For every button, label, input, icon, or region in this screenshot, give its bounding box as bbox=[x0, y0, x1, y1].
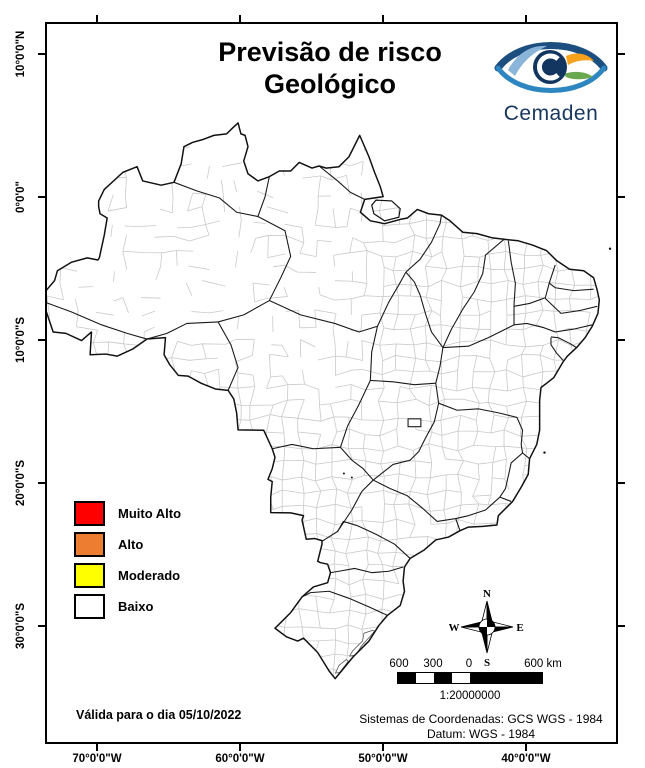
graticule-tick bbox=[618, 482, 625, 484]
graticule-tick bbox=[618, 339, 625, 341]
legend-label-moderado: Moderado bbox=[118, 567, 181, 583]
scale-label-300: 300 bbox=[423, 658, 443, 670]
scale-label-600km: 600 km bbox=[524, 658, 562, 670]
legend-label-muito-alto: Muito Alto bbox=[118, 505, 182, 521]
compass-n-label: N bbox=[483, 588, 491, 600]
graticule-tick bbox=[525, 15, 527, 22]
page-title: Previsão de risco Geológico bbox=[130, 36, 530, 100]
legend-swatch-baixo bbox=[74, 593, 105, 619]
graticule-tick bbox=[525, 744, 527, 751]
legend-item-alto: Alto bbox=[74, 531, 181, 557]
compass-rose-icon: N E S W bbox=[449, 588, 524, 667]
scale-label-600-left: 600 bbox=[389, 658, 409, 670]
map-frame bbox=[45, 22, 618, 744]
legend-swatch-alto bbox=[74, 531, 105, 557]
title-line1: Previsão de risco bbox=[218, 37, 442, 67]
cemaden-logo-icon bbox=[494, 42, 608, 93]
datum-text: Datum: WGS - 1984 bbox=[426, 727, 536, 741]
compass-e-label: E bbox=[516, 622, 523, 634]
legend-label-alto: Alto bbox=[118, 536, 144, 552]
legend-swatch-moderado bbox=[74, 562, 105, 588]
brazil-risk-map bbox=[47, 122, 612, 680]
graticule-tick bbox=[96, 744, 98, 751]
compass-w-label: W bbox=[449, 622, 460, 634]
legend-swatch-muito-alto bbox=[74, 500, 105, 526]
compass-s-label: S bbox=[484, 657, 490, 667]
lat-label-10n: 10°0'0"N bbox=[15, 30, 27, 78]
title-line2: Geológico bbox=[263, 69, 396, 99]
graticule-tick bbox=[38, 53, 45, 55]
graticule-tick bbox=[239, 744, 241, 751]
lon-label-50w: 50°0'0"W bbox=[358, 753, 408, 765]
graticule-tick bbox=[38, 625, 45, 627]
graticule-tick bbox=[382, 15, 384, 22]
graticule-tick bbox=[618, 53, 625, 55]
lat-label-0: 0°0'0" bbox=[15, 181, 27, 213]
scale-ratio-text: 1:20000000 bbox=[439, 690, 501, 702]
legend-label-baixo: Baixo bbox=[118, 598, 154, 614]
scale-label-0: 0 bbox=[465, 658, 473, 670]
validity-date-text: Válida para o dia 05/10/2022 bbox=[76, 708, 242, 722]
coordinate-system-note: Sistemas de Coordenadas: GCS WGS - 1984 … bbox=[345, 712, 617, 742]
graticule-tick bbox=[38, 196, 45, 198]
graticule-tick bbox=[239, 15, 241, 22]
graticule-tick bbox=[618, 625, 625, 627]
graticule-tick bbox=[38, 482, 45, 484]
coord-system-text: Sistemas de Coordenadas: GCS WGS - 1984 bbox=[359, 712, 603, 726]
graticule-tick bbox=[38, 339, 45, 341]
scale-bar: 600 300 0 600 km 1:20000000 bbox=[389, 658, 562, 704]
risk-legend: Muito Alto Alto Moderado Baixo bbox=[74, 500, 182, 626]
scale-bar-graphic bbox=[397, 672, 543, 684]
legend-item-muito-alto: Muito Alto bbox=[74, 500, 182, 526]
cemaden-logo-text: Cemaden bbox=[503, 102, 599, 125]
graticule-tick bbox=[96, 15, 98, 22]
legend-item-baixo: Baixo bbox=[74, 593, 181, 619]
lon-label-70w: 70°0'0"W bbox=[72, 753, 122, 765]
graticule-tick bbox=[618, 196, 625, 198]
lat-label-20s: 20°0'0"S bbox=[15, 459, 27, 507]
lon-label-40w: 40°0'0"W bbox=[501, 753, 551, 765]
graticule-tick bbox=[382, 744, 384, 751]
lon-label-60w: 60°0'0"W bbox=[215, 753, 265, 765]
lat-label-10s: 10°0'0"S bbox=[15, 316, 27, 364]
lat-label-30s: 30°0'0"S bbox=[15, 602, 27, 650]
legend-item-moderado: Moderado bbox=[74, 562, 181, 588]
